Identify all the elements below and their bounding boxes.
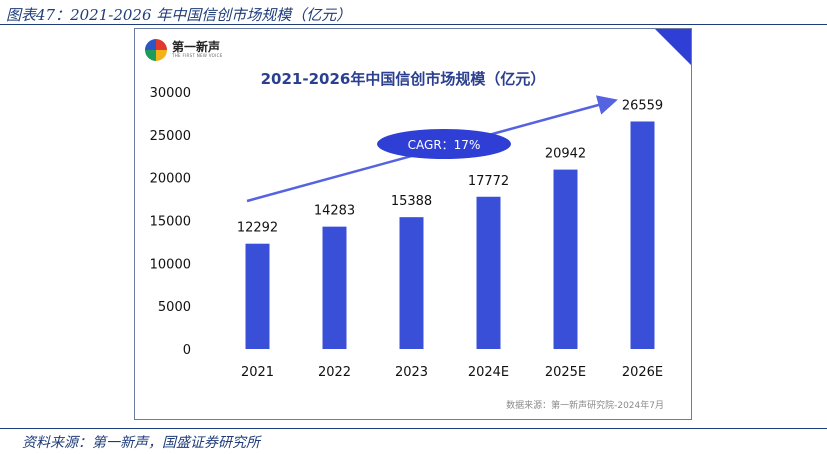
x-axis: 2021 2022 2023 2024E 2025E 2026E [241, 365, 663, 380]
bar-2026E [630, 121, 655, 349]
logo-name: 第一新声 [172, 40, 221, 54]
value-labels: 12292 14283 15388 17772 20942 26559 [237, 98, 663, 235]
value-label: 20942 [545, 147, 586, 162]
value-label: 12292 [237, 221, 278, 236]
value-label: 14283 [314, 204, 355, 219]
corner-ribbon [655, 29, 691, 65]
y-tick-label: 30000 [150, 86, 191, 101]
cagr-ellipse [377, 129, 511, 159]
logo-tagline: THE FIRST NEW VOICE [172, 53, 223, 58]
y-tick-label: 25000 [150, 129, 191, 144]
value-label: 26559 [622, 98, 663, 113]
logo-icon [145, 39, 167, 61]
bar-2023 [399, 217, 424, 349]
chart-title: 2021-2026年中国信创市场规模（亿元） [261, 70, 546, 88]
y-axis: 0 5000 10000 15000 20000 25000 30000 [150, 86, 191, 358]
cagr-badge: CAGR：17% [377, 129, 511, 159]
x-tick-label: 2026E [622, 365, 663, 380]
bars [245, 121, 655, 349]
y-tick-label: 15000 [150, 215, 191, 230]
bar-2025E [553, 169, 578, 349]
y-tick-label: 5000 [158, 300, 191, 315]
bar-2022 [322, 226, 347, 349]
value-label: 15388 [391, 194, 432, 209]
data-source-note: 数据来源：第一新声研究院-2024年7月 [506, 399, 664, 411]
bar-2024E [476, 196, 501, 349]
x-tick-label: 2024E [468, 365, 509, 380]
figure-source: 资料来源：第一新声，国盛证券研究所 [22, 435, 260, 451]
y-tick-label: 20000 [150, 172, 191, 187]
value-label: 17772 [468, 174, 509, 189]
bar-chart: 2021-2026年中国信创市场规模（亿元） 0 5000 10000 15000 20… [150, 70, 664, 411]
source-rule [0, 428, 827, 429]
bar-2021 [245, 243, 270, 349]
y-tick-label: 10000 [150, 257, 191, 272]
y-tick-label: 0 [183, 343, 191, 358]
chart-panel: 第一新声 THE FIRST NEW VOICE 2021-2026年中国信创市… [134, 28, 692, 420]
caption-rule [0, 24, 827, 25]
logo: 第一新声 THE FIRST NEW VOICE [145, 37, 255, 63]
x-tick-label: 2025E [545, 365, 586, 380]
cagr-label: CAGR：17% [408, 138, 481, 152]
figure-caption: 图表47：2021-2026 年中国信创市场规模（亿元） [6, 6, 352, 24]
x-tick-label: 2022 [318, 365, 351, 380]
x-tick-label: 2023 [395, 365, 428, 380]
x-tick-label: 2021 [241, 365, 274, 380]
